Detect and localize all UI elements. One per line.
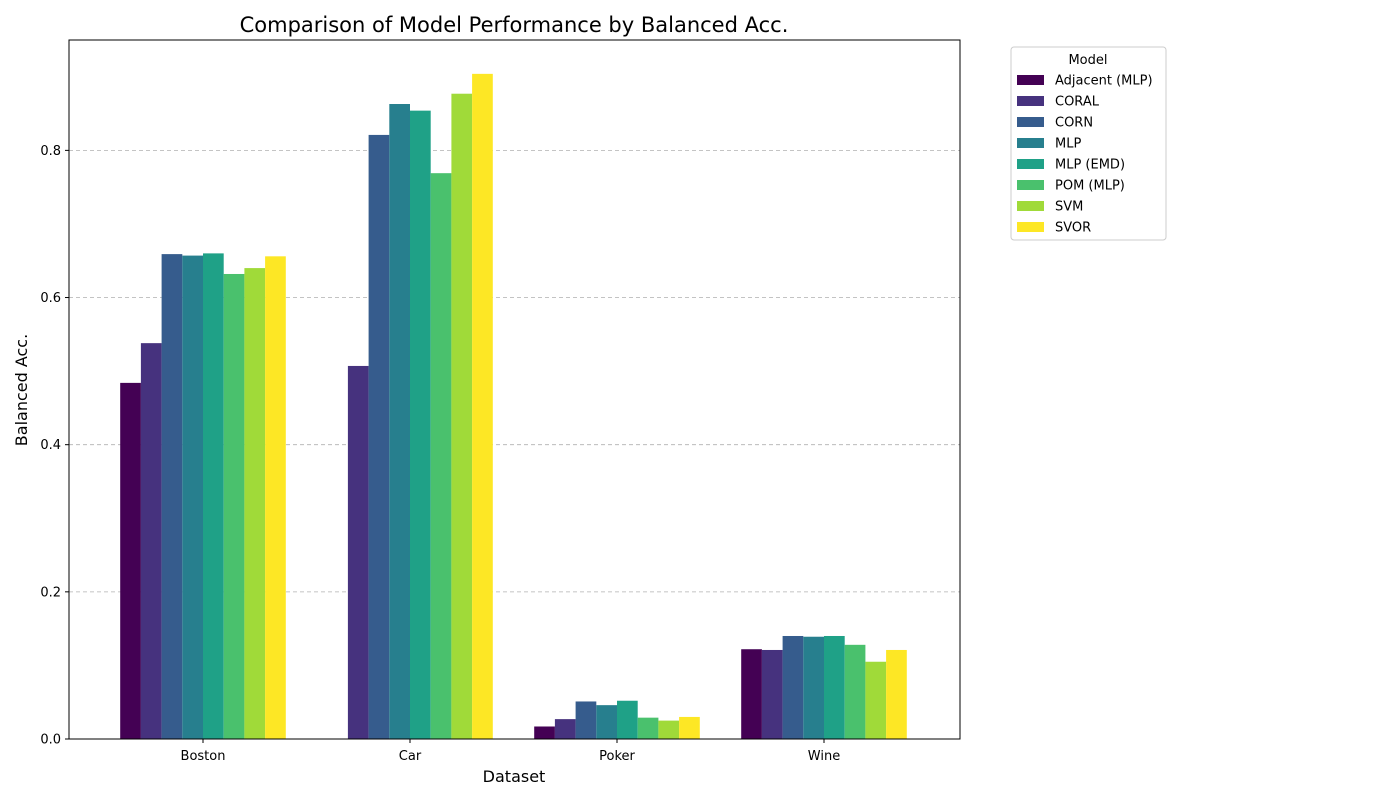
bar-boston-svor xyxy=(265,256,286,739)
legend-swatch xyxy=(1017,180,1044,190)
bar-boston-mlp xyxy=(182,255,203,739)
bar-wine-adjacent-mlp xyxy=(741,649,762,739)
bar-car-coral xyxy=(347,365,369,739)
legend-swatch xyxy=(1017,117,1044,127)
plot-frame xyxy=(68,39,961,740)
legend-entry: MLP (EMD) xyxy=(1055,158,1125,173)
legend-swatch xyxy=(1017,75,1044,85)
bar-poker-adjacent-mlp xyxy=(534,726,555,739)
y-tick-label: 0.8 xyxy=(40,144,61,159)
y-tick-label: 0.6 xyxy=(40,291,61,306)
bar-poker-coral xyxy=(554,719,576,739)
bar-wine-mlp xyxy=(803,636,824,739)
legend-swatch xyxy=(1017,96,1044,106)
legend-entry: CORN xyxy=(1055,116,1093,131)
bar-boston-corn xyxy=(161,254,183,740)
bar-poker-pom-mlp xyxy=(637,717,659,739)
y-tick-label: 0.2 xyxy=(40,585,61,600)
legend-swatch xyxy=(1017,159,1044,169)
x-axis-ticks: Boston Car Poker Wine xyxy=(181,739,840,764)
bar-poker-mlp xyxy=(596,705,617,739)
bar-car-svor xyxy=(472,73,493,740)
x-axis-label: Dataset xyxy=(483,767,546,786)
legend-entry: SVOR xyxy=(1055,221,1091,236)
y-axis-ticks: 0.0 0.2 0.4 0.6 0.8 xyxy=(40,144,69,748)
bar-poker-svor xyxy=(679,716,700,739)
legend-title: Model xyxy=(1068,53,1107,68)
legend: Model Adjacent (MLP) CORAL CORN MLP MLP (EMD… xyxy=(1010,46,1167,241)
bar-wine-svm xyxy=(865,661,887,739)
legend-swatch xyxy=(1017,138,1044,148)
legend-entry: MLP xyxy=(1055,137,1081,152)
bar-wine-coral xyxy=(761,649,783,739)
y-tick-label: 0.0 xyxy=(40,733,61,748)
bar-boston-adjacent-mlp xyxy=(120,382,141,739)
bar-car-mlp xyxy=(389,104,410,739)
legend-swatch xyxy=(1017,222,1044,232)
legend-swatch xyxy=(1017,201,1044,211)
bar-wine-mlp-emd xyxy=(824,635,845,739)
legend-box xyxy=(1010,46,1167,241)
bar-car-corn xyxy=(368,134,390,740)
bar-boston-pom-mlp xyxy=(223,273,245,739)
bar-wine-svor xyxy=(886,649,907,739)
bar-wine-corn xyxy=(782,635,804,739)
bar-poker-corn xyxy=(575,701,597,739)
bar-boston-mlp-emd xyxy=(203,253,224,739)
bar-car-mlp-emd xyxy=(410,110,431,739)
y-axis-label: Balanced Acc. xyxy=(12,334,31,446)
legend-entry: Adjacent (MLP) xyxy=(1055,74,1153,89)
bar-wine-pom-mlp xyxy=(844,644,866,739)
bar-boston-svm xyxy=(244,268,266,739)
x-tick-label: Wine xyxy=(808,749,840,764)
bar-poker-mlp-emd xyxy=(617,700,638,739)
bar-car-svm xyxy=(451,93,473,739)
x-tick-label: Boston xyxy=(181,749,226,764)
legend-entry: SVM xyxy=(1055,200,1083,215)
bar-poker-svm xyxy=(658,720,680,739)
chart-title: Comparison of Model Performance by Balan… xyxy=(240,13,789,37)
x-tick-label: Poker xyxy=(599,749,635,764)
y-tick-label: 0.4 xyxy=(40,438,61,453)
x-tick-label: Car xyxy=(399,749,422,764)
legend-entry: CORAL xyxy=(1055,95,1100,110)
bar-car-pom-mlp xyxy=(430,173,452,739)
bars xyxy=(120,73,907,740)
bar-boston-coral xyxy=(140,343,162,739)
legend-entry: POM (MLP) xyxy=(1055,179,1125,194)
